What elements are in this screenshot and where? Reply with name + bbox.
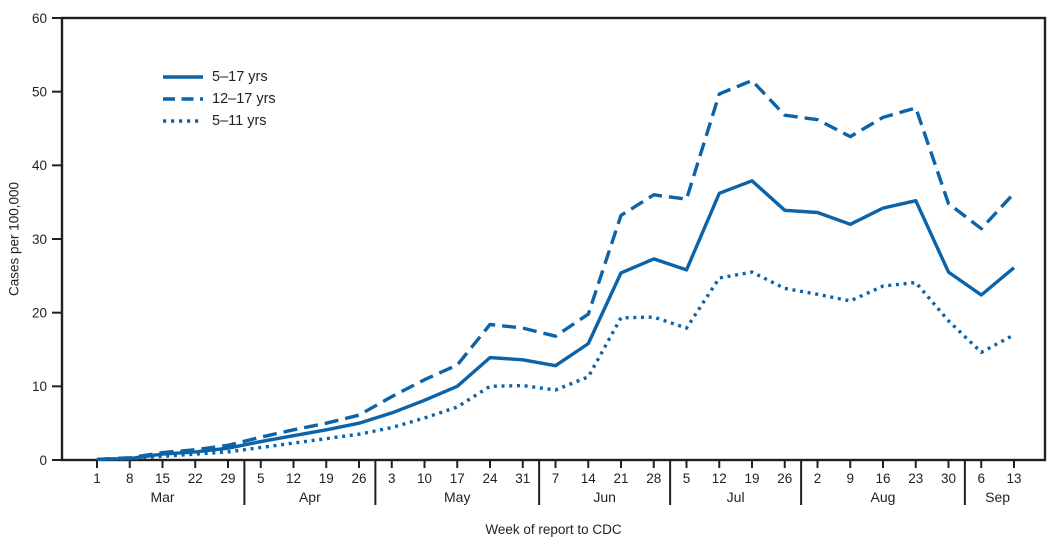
legend-label: 12–17 yrs xyxy=(212,91,276,107)
x-axis-tick-label: 31 xyxy=(515,471,530,486)
x-axis-tick-label: 8 xyxy=(126,471,134,486)
x-axis-tick-label: 13 xyxy=(1006,471,1021,486)
x-axis-tick-label: 5 xyxy=(257,471,265,486)
legend-label: 5–17 yrs xyxy=(212,69,268,85)
x-axis-tick-label: 12 xyxy=(286,471,301,486)
series-line-solid xyxy=(96,179,1016,461)
legend-item: 5–17 yrs xyxy=(163,69,276,85)
x-axis-tick-label: 19 xyxy=(744,471,759,486)
x-axis-tick-label: 26 xyxy=(777,471,792,486)
month-label: Aug xyxy=(871,489,896,505)
x-axis-tick-label: 10 xyxy=(417,471,432,486)
x-axis-tick-label: 7 xyxy=(552,471,560,486)
legend-line-sample-dotted-icon xyxy=(163,119,203,123)
y-axis-title: Cases per 100,000 xyxy=(6,181,22,297)
y-axis-tick-label: 0 xyxy=(39,453,47,468)
y-axis-tick-label: 60 xyxy=(32,11,47,26)
x-axis-tick-label: 15 xyxy=(155,471,170,486)
y-axis-tick-label: 30 xyxy=(32,232,47,247)
x-axis-tick-label: 6 xyxy=(977,471,985,486)
series-line-dotted xyxy=(96,270,1015,461)
month-label: May xyxy=(444,489,470,505)
legend-line-sample-dashed-icon xyxy=(163,97,203,101)
x-axis-tick-label: 12 xyxy=(712,471,727,486)
x-axis-tick-label: 28 xyxy=(646,471,661,486)
x-axis-tick-label: 30 xyxy=(941,471,956,486)
x-axis-tick-label: 17 xyxy=(450,471,465,486)
x-axis-tick-label: 3 xyxy=(388,471,396,486)
x-axis-tick-label: 24 xyxy=(482,471,498,486)
y-axis-tick-label: 50 xyxy=(32,84,47,99)
legend: 5–17 yrs 12–17 yrs 5–11 yrs xyxy=(163,69,276,135)
legend-line-sample-solid-icon xyxy=(163,75,203,79)
y-axis-tick-label: 10 xyxy=(32,379,47,394)
y-axis-tick-label: 40 xyxy=(32,158,47,173)
x-axis-tick-label: 19 xyxy=(319,471,334,486)
x-axis-tick-label: 14 xyxy=(581,471,597,486)
x-axis-tick-label: 16 xyxy=(875,471,890,486)
y-axis-tick-label: 20 xyxy=(32,305,47,320)
x-axis-tick-label: 9 xyxy=(846,471,854,486)
series-line-dashed xyxy=(96,78,1016,461)
x-axis-tick-label: 5 xyxy=(683,471,691,486)
legend-item: 5–11 yrs xyxy=(163,113,276,129)
x-axis-tick-label: 26 xyxy=(351,471,366,486)
legend-label: 5–11 yrs xyxy=(212,113,267,129)
x-axis-tick-label: 22 xyxy=(188,471,203,486)
month-label: Jul xyxy=(727,489,745,505)
x-axis-tick-label: 21 xyxy=(613,471,628,486)
month-label: Jun xyxy=(593,489,616,505)
x-axis-tick-label: 29 xyxy=(220,471,235,486)
x-axis-title: Week of report to CDC xyxy=(485,522,622,537)
x-axis-tick-label: 2 xyxy=(814,471,822,486)
month-label: Mar xyxy=(150,489,174,505)
x-axis-tick-label: 23 xyxy=(908,471,923,486)
month-label: Apr xyxy=(299,489,321,505)
legend-item: 12–17 yrs xyxy=(163,91,276,107)
month-label: Sep xyxy=(985,489,1010,505)
x-axis-tick-label: 1 xyxy=(93,471,101,486)
